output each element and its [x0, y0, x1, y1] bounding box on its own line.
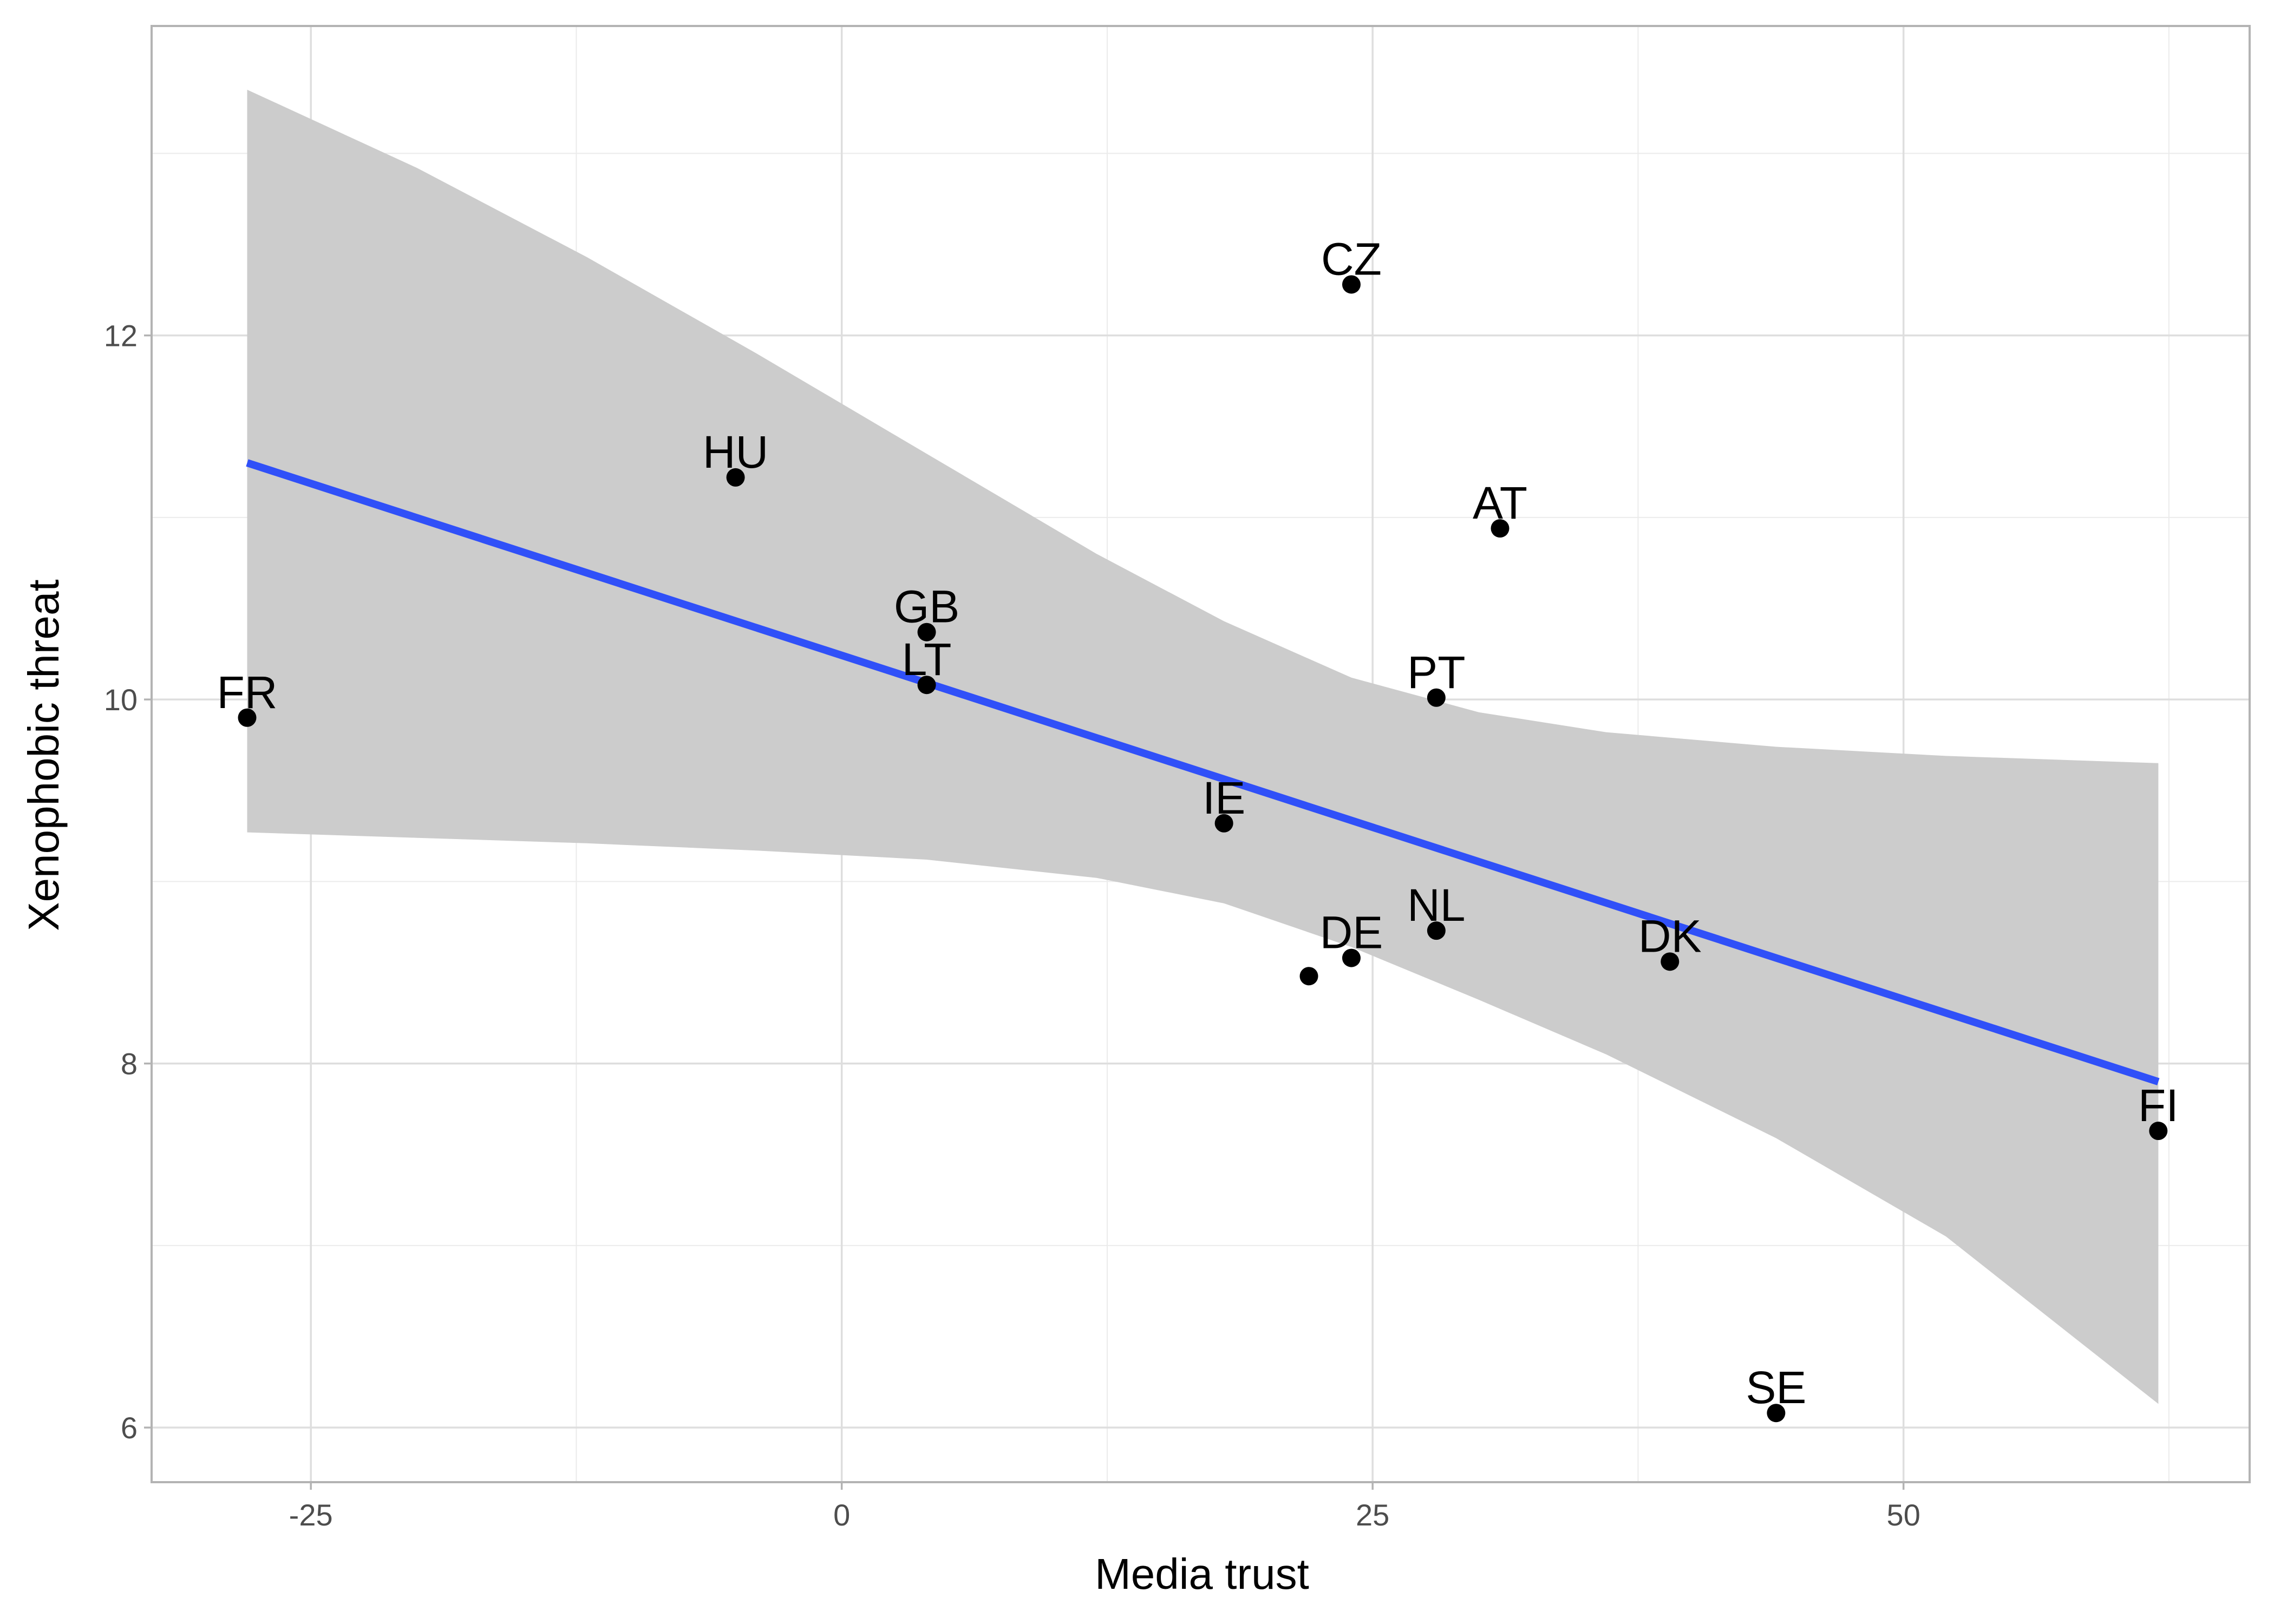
confidence-band [247, 89, 2159, 1404]
data-point-fr [238, 708, 257, 727]
x-axis-ticks: -25 0 25 50 [289, 1482, 1920, 1532]
y-axis-title: Xenophobic threat [19, 579, 68, 931]
point-label-nl: NL [1407, 880, 1465, 931]
y-axis-ticks: 6 8 10 12 [104, 319, 152, 1445]
panel-border-group [151, 25, 2251, 1483]
point-label-ie: IE [1203, 772, 1245, 823]
point-label-pt: PT [1407, 647, 1465, 698]
point-label-gb: GB [894, 581, 959, 632]
point-label-lt: LT [902, 634, 952, 685]
data-point-nl [1427, 921, 1446, 940]
point-label-at: AT [1473, 477, 1527, 528]
data-point-at [1491, 519, 1510, 538]
data-point-hu [726, 468, 745, 487]
x-tick-label: 25 [1356, 1498, 1389, 1532]
point-label-fr: FR [217, 667, 278, 718]
y-tick-label: 8 [121, 1047, 138, 1081]
fit-line [246, 459, 2160, 1085]
data-point-ie [1214, 814, 1233, 833]
data-point-gb [917, 623, 936, 641]
point-label-hu: HU [703, 427, 768, 477]
confidence-band-group [247, 89, 2159, 1404]
y-tick-label: 10 [104, 683, 138, 717]
point-label-fi: FI [2138, 1080, 2179, 1131]
data-point-dk [1661, 952, 1680, 971]
data-point-cz [1342, 275, 1361, 294]
x-tick-label: -25 [289, 1498, 333, 1532]
panel-border [151, 25, 2251, 1483]
point-label-cz: CZ [1321, 233, 1382, 284]
x-tick-label: 50 [1887, 1498, 1920, 1532]
fit-line-group [246, 459, 2160, 1085]
x-axis-title: Media trust [1095, 1550, 1309, 1598]
x-tick-label: 0 [833, 1498, 850, 1532]
data-points [238, 275, 2168, 1423]
y-tick-label: 6 [121, 1411, 138, 1445]
data-point-pt [1427, 688, 1446, 707]
data-point-lt [917, 676, 936, 695]
y-tick-label: 12 [104, 319, 138, 353]
point-label-dk: DK [1638, 911, 1702, 961]
data-point-de [1342, 948, 1361, 967]
point-label-de: DE [1320, 907, 1383, 958]
data-point [1299, 967, 1318, 986]
point-label-se: SE [1746, 1362, 1806, 1413]
data-point-se [1767, 1404, 1786, 1423]
data-point-fi [2149, 1122, 2168, 1141]
